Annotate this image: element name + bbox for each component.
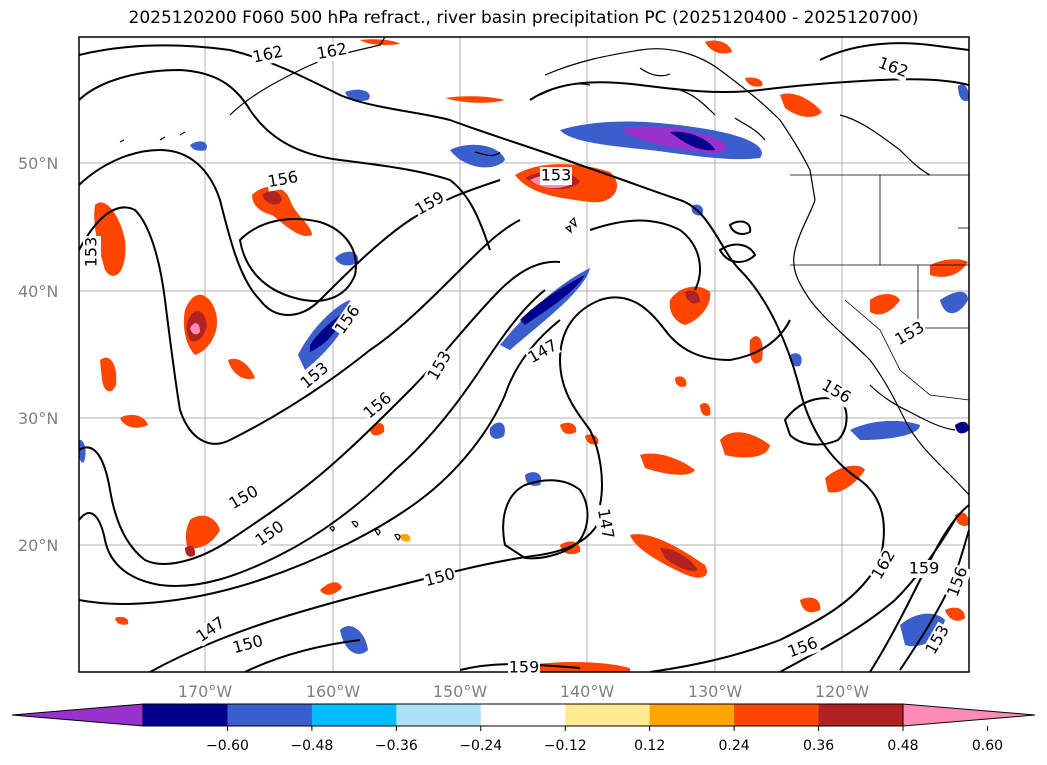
lon-label-170w: 170°W bbox=[178, 682, 233, 701]
contour-label-background bbox=[192, 613, 230, 647]
contour-label-background bbox=[314, 40, 350, 64]
contour-label-background bbox=[250, 42, 286, 68]
colorbar-tick-label: 0.60 bbox=[972, 738, 1003, 754]
contour-label-background bbox=[331, 301, 365, 339]
colorbar-tick-label: 0.36 bbox=[803, 738, 834, 754]
height-contours bbox=[79, 42, 969, 672]
lat-label-50n: 50°N bbox=[18, 154, 58, 173]
contour-label-background bbox=[296, 358, 334, 394]
colorbar-outline bbox=[142, 703, 904, 727]
contour-label-background bbox=[593, 506, 617, 542]
coastlines bbox=[119, 37, 969, 541]
colorbar-tick-label: −0.48 bbox=[290, 738, 333, 754]
contour-label-background bbox=[424, 347, 456, 385]
colorbar-extend-min bbox=[11, 703, 144, 727]
lat-label-20n: 20°N bbox=[18, 536, 58, 555]
contour-label-background bbox=[524, 336, 562, 368]
contour-label: 153 bbox=[541, 166, 572, 185]
lat-label-40n: 40°N bbox=[18, 282, 58, 301]
contour-label-background bbox=[83, 236, 101, 268]
graticule bbox=[79, 37, 969, 672]
map-area bbox=[79, 37, 969, 672]
colorbar-segment bbox=[480, 704, 566, 726]
contour-label-background bbox=[540, 167, 572, 185]
colorbar-segment bbox=[227, 704, 313, 726]
contour-label-background bbox=[230, 632, 266, 658]
lat-label-30n: 30°N bbox=[18, 409, 58, 428]
colorbar-segment bbox=[818, 704, 904, 726]
colorbar-segment bbox=[396, 704, 482, 726]
contour-label-background bbox=[891, 318, 929, 350]
contour-label-background bbox=[411, 188, 449, 220]
contour-label-background bbox=[817, 376, 855, 408]
contour-label-background bbox=[359, 388, 397, 424]
colorbar-tick-label: 0.24 bbox=[719, 738, 750, 754]
colorbar-ticks: −0.60 −0.48 −0.36 −0.24 −0.12 0.12 0.24 0.36 0.4… bbox=[206, 726, 1003, 754]
lon-label-120w: 120°W bbox=[815, 682, 870, 701]
contour-label-background bbox=[265, 168, 301, 192]
contour-label-background bbox=[508, 659, 540, 677]
colorbar bbox=[11, 703, 1036, 727]
lon-label-140w: 140°W bbox=[560, 682, 615, 701]
contour-label-background bbox=[225, 482, 263, 514]
contour-label: 159 bbox=[509, 658, 540, 677]
lon-label-130w: 130°W bbox=[688, 682, 743, 701]
contour-label-background bbox=[868, 546, 900, 584]
colorbar-tick-label: −0.12 bbox=[544, 738, 587, 754]
contour-label-background bbox=[251, 517, 289, 551]
colorbar-tick-label: 0.48 bbox=[887, 738, 918, 754]
colorbar-segment bbox=[565, 704, 651, 726]
colorbar-tick-label: −0.36 bbox=[375, 738, 418, 754]
colorbar-segment bbox=[734, 704, 820, 726]
contour-label-background bbox=[922, 621, 954, 659]
contour-label-background bbox=[944, 563, 972, 601]
map-title: 2025120200 F060 500 hPa refract., river … bbox=[128, 8, 919, 28]
colorbar-tick-label: −0.24 bbox=[459, 738, 502, 754]
lon-label-150w: 150°W bbox=[433, 682, 488, 701]
colorbar-extend-max bbox=[902, 703, 1036, 727]
colorbar-tick-label: 0.12 bbox=[634, 738, 665, 754]
contour-label-background bbox=[784, 634, 822, 662]
contour-label-background bbox=[874, 54, 912, 82]
contour-label-background bbox=[422, 565, 458, 591]
colorbar-tick-label: −0.60 bbox=[206, 738, 249, 754]
contour-label: 153 bbox=[82, 237, 101, 268]
colorbar-segment bbox=[143, 704, 228, 726]
colorbar-segment bbox=[311, 704, 397, 726]
colorbar-segment bbox=[649, 704, 735, 726]
contour-label-background bbox=[908, 560, 940, 578]
contour-label: 159 bbox=[909, 559, 940, 578]
lon-label-160w: 160°W bbox=[306, 682, 361, 701]
